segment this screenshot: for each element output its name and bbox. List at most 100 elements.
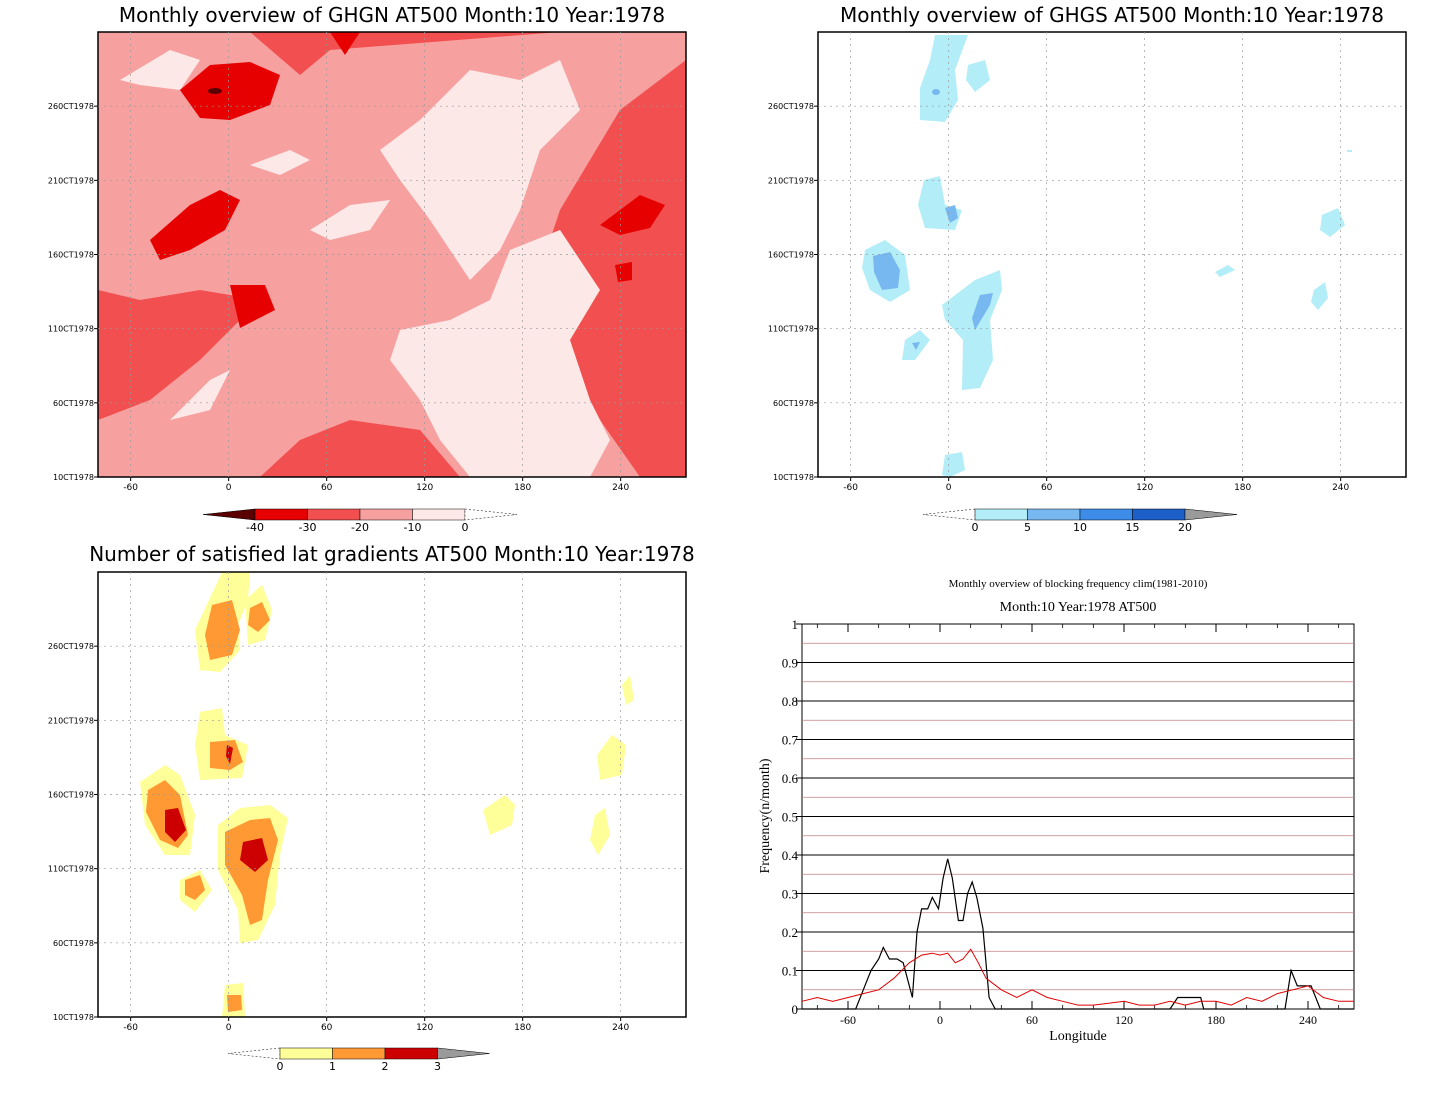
ghgs-contour-mid: [912, 342, 920, 350]
gradients-contour-yellow: [483, 795, 515, 835]
ghgn-ytick-label: 10CT1978: [53, 473, 94, 482]
gradients-axes: -60 0 60 120 180 240 10CT1978 60CT1978 110CT1978…: [48, 642, 630, 1033]
ghgs-colorbar-over: [1184, 508, 1238, 521]
ghgs-ytick-label: 160CT1978: [768, 251, 814, 260]
blocking-frequency-panel: Monthly overview of blocking frequency c…: [758, 578, 1355, 1044]
ghgs-gridlines: [818, 32, 1406, 477]
ghgs-xtick-label: 120: [1136, 483, 1153, 493]
ghgn-contour-darkest: [208, 88, 222, 94]
ghgs-colorbar-label: 15: [1126, 521, 1140, 534]
ghgs-colorbar-label: 20: [1178, 521, 1192, 534]
ghgn-contour-lightest: [250, 150, 310, 175]
gradients-panel: Number of satisfied lat gradients AT500 …: [48, 542, 695, 1073]
gradients-colorbar: 0 1 2 3: [227, 1047, 490, 1073]
gradients-colorbar-label: 1: [329, 1060, 336, 1073]
ghgs-contour-light: [1311, 282, 1328, 310]
line-chart-gridlines: [802, 642, 1354, 991]
ghgs-ytick-label: 10CT1978: [773, 473, 814, 482]
line-chart-series: [801, 858, 1354, 1010]
gradients-contour-orange: [205, 600, 240, 660]
gradients-colorbar-segment: [279, 1047, 333, 1060]
ghgn-gridlines: [98, 32, 686, 477]
ghgs-xtick-label: -60: [843, 483, 858, 493]
ghgn-colorbar-segment: [307, 508, 361, 521]
ghgn-ytick-label: 60CT1978: [53, 399, 94, 408]
gradients-contour-orange: [227, 995, 242, 1012]
ghgn-contour-lightest: [120, 50, 200, 90]
gradients-title: Number of satisfied lat gradients AT500 …: [89, 542, 695, 566]
line-chart-subtitle: Month:10 Year:1978 AT500: [1000, 600, 1157, 615]
gradients-xtick-label: 60: [321, 1023, 333, 1033]
ghgn-contour-lightest: [390, 230, 610, 477]
ghgn-ytick-label: 260CT1978: [48, 102, 94, 111]
line-chart-ytick-label: 0.9: [782, 656, 798, 671]
ghgn-title: Monthly overview of GHGN AT500 Month:10 …: [119, 3, 665, 27]
ghgs-contour-light: [920, 35, 968, 122]
gradients-ytick-label: 160CT1978: [48, 791, 94, 800]
gradients-colorbar-segment: [332, 1047, 386, 1060]
gradients-ytick-label: 110CT1978: [48, 865, 94, 874]
line-chart-ytick-label: 0: [792, 1002, 799, 1017]
ghgs-colorbar-segment: [1027, 508, 1081, 521]
gradients-contour-yellow: [590, 808, 610, 855]
gradients-contour-yellow: [622, 675, 634, 705]
gradients-xtick-label: 0: [226, 1023, 232, 1033]
line-chart-ytick-label: 0.7: [782, 733, 799, 748]
gradients-ytick-label: 210CT1978: [48, 716, 94, 725]
line-chart-ytick-label: 0.1: [782, 964, 798, 979]
line-chart-ytick-label: 0.8: [782, 694, 798, 709]
gradients-contour-red: [165, 808, 186, 842]
ghgn-colorbar: -40 -30 -20 -10 0: [202, 508, 518, 534]
gradients-colorbar-segment: [384, 1047, 438, 1060]
gradients-xtick-label: 120: [416, 1023, 433, 1033]
ghgn-colorbar-label: 0: [462, 521, 469, 534]
gradients-contour-orange: [225, 818, 278, 925]
line-chart-xtick-label: -60: [840, 1013, 856, 1027]
ghgs-contour-mid: [873, 252, 900, 290]
ghgn-contour-dark: [230, 285, 275, 328]
ghgn-colorbar-label: -40: [246, 521, 264, 534]
ghgn-contour-lightest: [310, 200, 390, 240]
gradients-contour-orange: [185, 875, 205, 900]
ghgn-contour-dark: [180, 62, 280, 120]
ghgs-colorbar-segment: [974, 508, 1028, 521]
ghgs-ytick-label: 210CT1978: [768, 176, 814, 185]
ghgs-contour-light: [1320, 208, 1345, 237]
line-chart-xlabel: Longitude: [1049, 1029, 1107, 1044]
gradients-colorbar-under: [227, 1047, 281, 1060]
ghgn-ytick-label: 160CT1978: [48, 251, 94, 260]
ghgn-colorbar-segment: [412, 508, 466, 521]
ghgs-contour-light: [942, 452, 965, 477]
gradients-ytick-label: 60CT1978: [53, 939, 94, 948]
gradients-colorbar-label: 0: [277, 1060, 284, 1073]
gradients-contour-red: [240, 838, 268, 872]
line-chart-title: Monthly overview of blocking frequency c…: [949, 578, 1208, 590]
gradients-colorbar-label: 3: [434, 1060, 441, 1073]
line-chart-xtick-label: 0: [937, 1013, 943, 1027]
gradients-colorbar-label: 2: [382, 1060, 389, 1073]
gradients-contour-yellow: [597, 735, 626, 780]
ghgn-xtick-label: 0: [226, 483, 232, 493]
gradients-ytick-label: 10CT1978: [53, 1013, 94, 1022]
ghgs-xtick-label: 0: [946, 483, 952, 493]
ghgn-xtick-label: 120: [416, 483, 433, 493]
ghgs-colorbar: 0 5 10 15 20: [922, 508, 1238, 534]
line-chart-xtick-label: 60: [1026, 1013, 1038, 1027]
line-chart-xtick-label: 240: [1299, 1013, 1317, 1027]
gradients-contour-orange: [248, 602, 270, 632]
line-chart-ylabel: Frequency(n/month): [758, 758, 773, 873]
ghgn-ytick-label: 210CT1978: [48, 176, 94, 185]
ghgn-xtick-label: 60: [321, 483, 333, 493]
line-chart-ytick-label: 0.6: [782, 771, 799, 786]
ghgs-colorbar-segment: [1132, 508, 1186, 521]
ghgn-colorbar-over: [464, 508, 518, 521]
gradients-xtick-label: 180: [514, 1023, 531, 1033]
ghgs-xtick-label: 60: [1041, 483, 1053, 493]
line-chart-xtick-label: 120: [1115, 1013, 1133, 1027]
line-chart-ytick-label: 0.3: [782, 887, 798, 902]
ghgs-colorbar-under: [922, 508, 976, 521]
ghgn-ytick-label: 110CT1978: [48, 325, 94, 334]
gradients-colorbar-over: [437, 1047, 490, 1060]
ghgs-colorbar-segment: [1079, 508, 1133, 521]
